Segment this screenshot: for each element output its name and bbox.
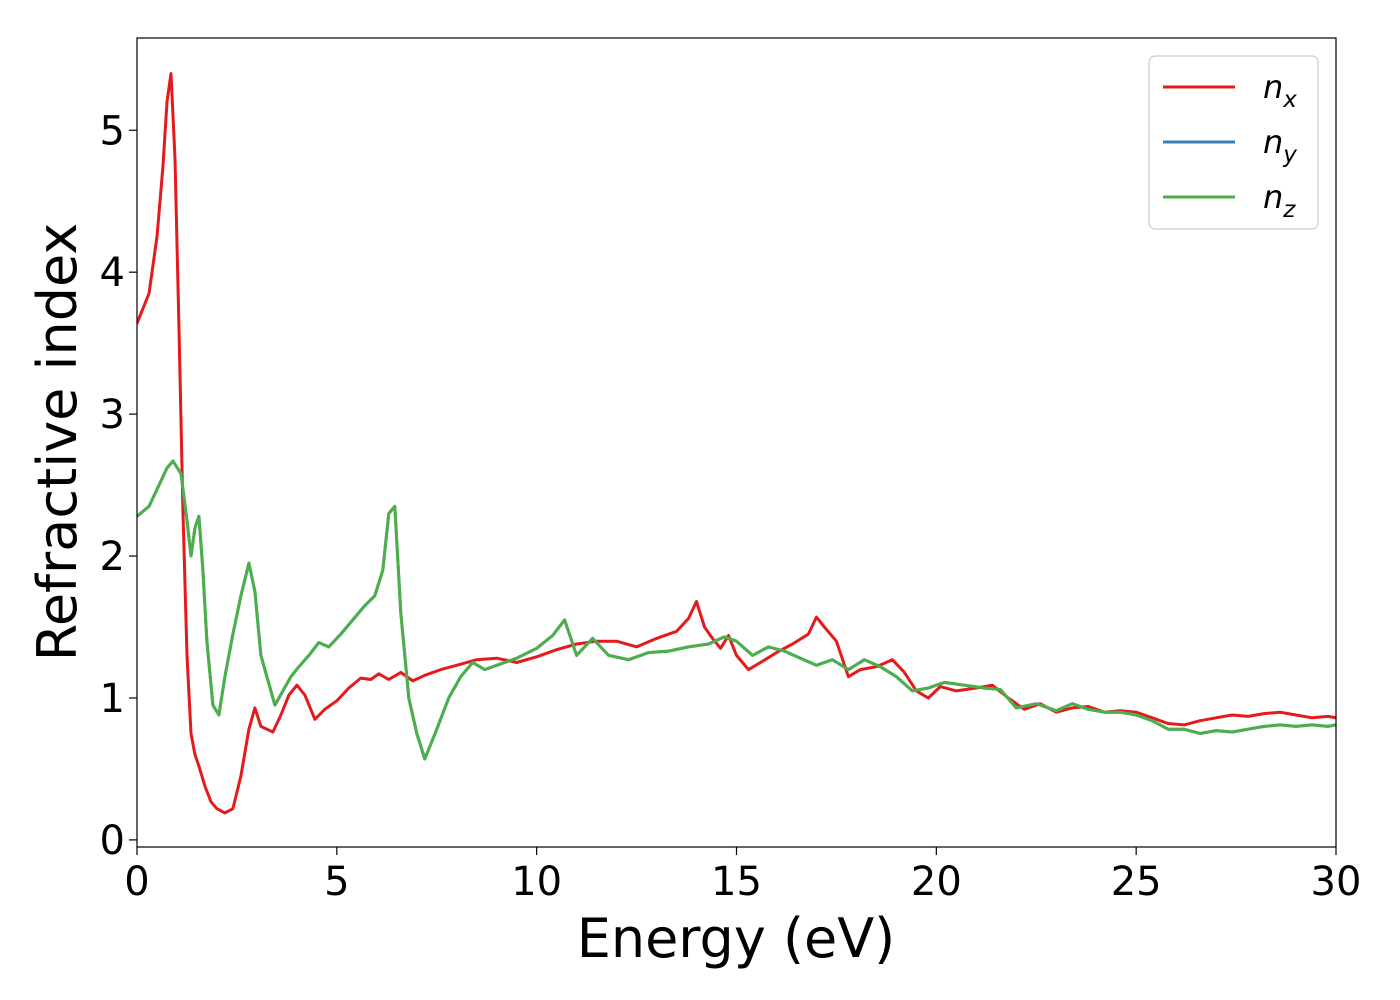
y-axis-ticks: 0 1 2 3 4 5 [100, 108, 137, 864]
y-tick-label: 0 [100, 818, 125, 864]
series-lines [137, 72, 1336, 815]
y-tick-label: 1 [100, 676, 125, 722]
y-axis-label: Refractive index [26, 223, 89, 662]
y-tick-label: 4 [100, 250, 125, 296]
x-tick-label: 25 [1111, 859, 1162, 905]
x-tick-label: 15 [711, 859, 762, 905]
x-tick-label: 30 [1311, 859, 1362, 905]
x-tick-label: 0 [124, 859, 149, 905]
x-tick-label: 10 [511, 859, 562, 905]
legend-label-nx: nx [1263, 68, 1297, 113]
x-tick-label: 5 [324, 859, 349, 905]
legend-label-nz: nz [1263, 178, 1296, 223]
series-line-nz [137, 459, 1336, 761]
plot-area [136, 37, 1337, 848]
y-tick-label: 2 [100, 534, 125, 580]
y-tick-label: 3 [100, 392, 125, 438]
x-axis-label: Energy (eV) [577, 907, 896, 970]
legend: nx ny nz [1148, 55, 1319, 230]
legend-label-ny: ny [1263, 123, 1297, 168]
x-tick-label: 20 [911, 859, 962, 905]
y-tick-label: 5 [100, 108, 125, 154]
x-axis-ticks: 0 5 10 15 20 25 30 [124, 847, 1361, 905]
